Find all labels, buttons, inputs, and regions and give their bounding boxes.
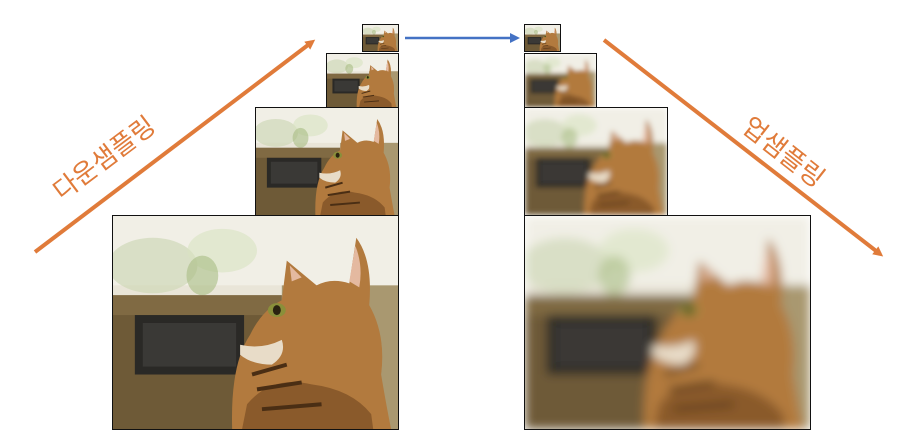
up-level-0-frame bbox=[524, 24, 561, 52]
down-level-2-frame bbox=[326, 53, 399, 108]
down-level-3-frame bbox=[362, 24, 399, 52]
up-level-3-frame bbox=[524, 215, 811, 430]
upsampling-arrow bbox=[602, 38, 884, 257]
downsampling-arrow bbox=[33, 39, 316, 254]
